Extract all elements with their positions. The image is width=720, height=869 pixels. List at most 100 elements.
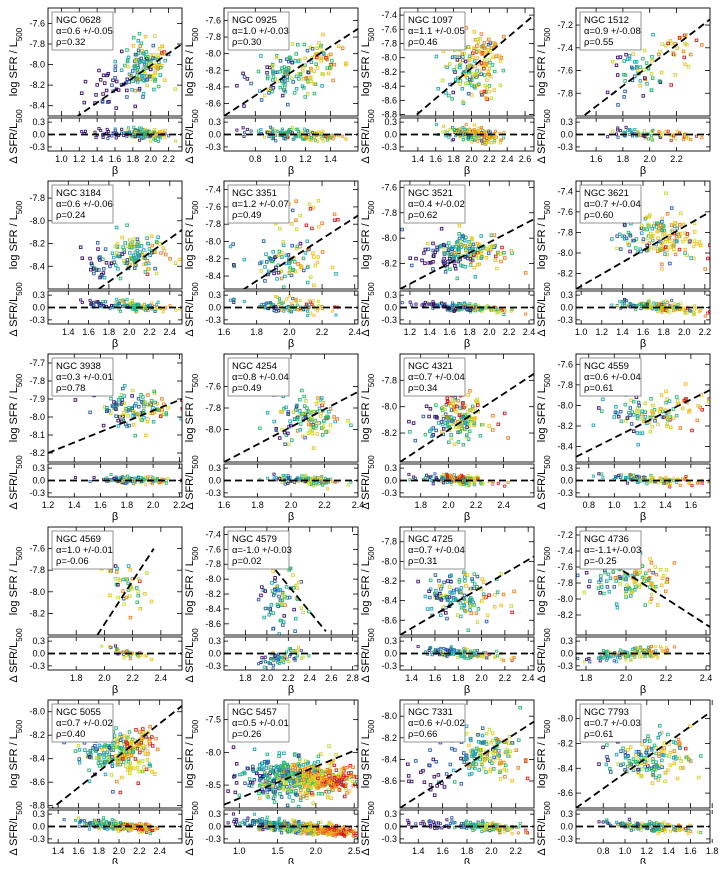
- residual-point: [688, 482, 690, 484]
- data-point: [666, 578, 669, 581]
- data-point: [142, 249, 145, 252]
- data-point: [93, 272, 96, 275]
- residual-y-tick-label: -0.3: [557, 142, 573, 152]
- data-point: [143, 416, 146, 419]
- data-point: [146, 237, 149, 240]
- data-point: [297, 263, 300, 266]
- data-point: [243, 76, 246, 79]
- data-point: [630, 399, 633, 402]
- data-point: [440, 227, 443, 230]
- data-point: [262, 240, 265, 243]
- data-point: [444, 271, 447, 274]
- residual-point: [102, 136, 104, 138]
- residual-point: [435, 123, 437, 125]
- data-point: [409, 431, 412, 434]
- x-tick-label: 1.8: [121, 500, 134, 510]
- residual-point: [503, 132, 505, 134]
- data-point: [676, 396, 679, 399]
- data-point: [456, 277, 459, 280]
- data-point: [670, 207, 673, 210]
- data-point: [440, 614, 443, 617]
- residual-y-tick-label: 0.0: [32, 303, 45, 313]
- data-point: [444, 422, 447, 425]
- data-point: [308, 203, 311, 206]
- residual-point: [300, 657, 302, 659]
- data-point: [434, 251, 437, 254]
- residual-point: [263, 303, 265, 305]
- y-tick-label: -7.8: [381, 375, 397, 385]
- data-point: [319, 415, 322, 418]
- data-point: [330, 53, 333, 56]
- residual-point: [327, 488, 329, 490]
- x-tick-label: 1.4: [405, 673, 418, 683]
- data-point: [246, 78, 249, 81]
- data-point: [645, 62, 648, 65]
- data-point: [642, 238, 645, 241]
- data-point: [473, 31, 476, 34]
- residual-y-axis-label: Δ SFR/L500: [360, 455, 376, 510]
- y-tick-label: -8.4: [557, 442, 573, 452]
- data-point: [266, 261, 269, 264]
- data-point: [112, 256, 115, 259]
- data-point: [617, 104, 620, 107]
- data-point: [488, 90, 491, 93]
- data-point: [117, 268, 120, 271]
- residual-point: [503, 660, 505, 662]
- data-point: [447, 580, 450, 583]
- data-point: [475, 612, 478, 615]
- data-point: [332, 79, 335, 82]
- y-tick-label: -7.6: [205, 15, 221, 25]
- data-point: [458, 233, 461, 236]
- data-point: [115, 107, 118, 110]
- residual-point: [121, 301, 123, 303]
- y-tick-label: -8.2: [381, 428, 397, 438]
- data-point: [699, 406, 702, 409]
- data-point: [264, 590, 267, 593]
- data-point: [611, 238, 614, 241]
- data-point: [117, 596, 120, 599]
- residual-point: [81, 301, 83, 303]
- residual-y-axis-label: Δ SFR/L500: [8, 282, 24, 337]
- residual-point: [448, 136, 450, 138]
- residual-point: [288, 295, 290, 297]
- data-point: [314, 419, 317, 422]
- residual-y-axis-label: Δ SFR/L500: [8, 109, 24, 164]
- residual-point: [157, 301, 159, 303]
- galaxy-name: NGC 0628: [56, 15, 101, 26]
- data-point: [670, 224, 673, 227]
- residual-point: [165, 482, 167, 484]
- y-tick-label: -8.0: [381, 53, 397, 63]
- residual-point: [317, 140, 319, 142]
- x-tick-label: 1.2: [42, 500, 55, 510]
- data-point: [447, 260, 450, 263]
- data-point: [666, 213, 669, 216]
- data-point: [137, 49, 140, 52]
- data-point: [311, 227, 314, 230]
- data-point: [162, 247, 165, 250]
- data-point: [471, 405, 474, 408]
- data-point: [312, 252, 315, 255]
- data-point: [126, 259, 129, 262]
- data-point: [123, 385, 126, 388]
- residual-point: [162, 311, 164, 313]
- data-point: [306, 49, 309, 52]
- data-point: [302, 435, 305, 438]
- residual-y-tick-label: 0.3: [384, 463, 397, 473]
- data-point: [473, 60, 476, 63]
- residual-point: [321, 305, 323, 307]
- data-point: [297, 43, 300, 46]
- residual-point: [414, 477, 416, 479]
- residual-y-axis-label: Δ SFR/L500: [536, 109, 552, 164]
- x-tick-label: 1.0: [274, 154, 287, 164]
- x-tick-label: 1.6: [429, 154, 442, 164]
- residual-point: [303, 128, 305, 130]
- data-point: [280, 277, 283, 280]
- y-axis-label: log SFR / L500: [536, 373, 552, 442]
- x-tick-label: 1.4: [659, 500, 672, 510]
- residual-point: [250, 130, 252, 132]
- data-point: [499, 60, 502, 63]
- data-point: [282, 82, 285, 85]
- data-point: [259, 427, 262, 430]
- residual-point: [281, 481, 283, 483]
- x-tick-label: 1.6: [94, 500, 107, 510]
